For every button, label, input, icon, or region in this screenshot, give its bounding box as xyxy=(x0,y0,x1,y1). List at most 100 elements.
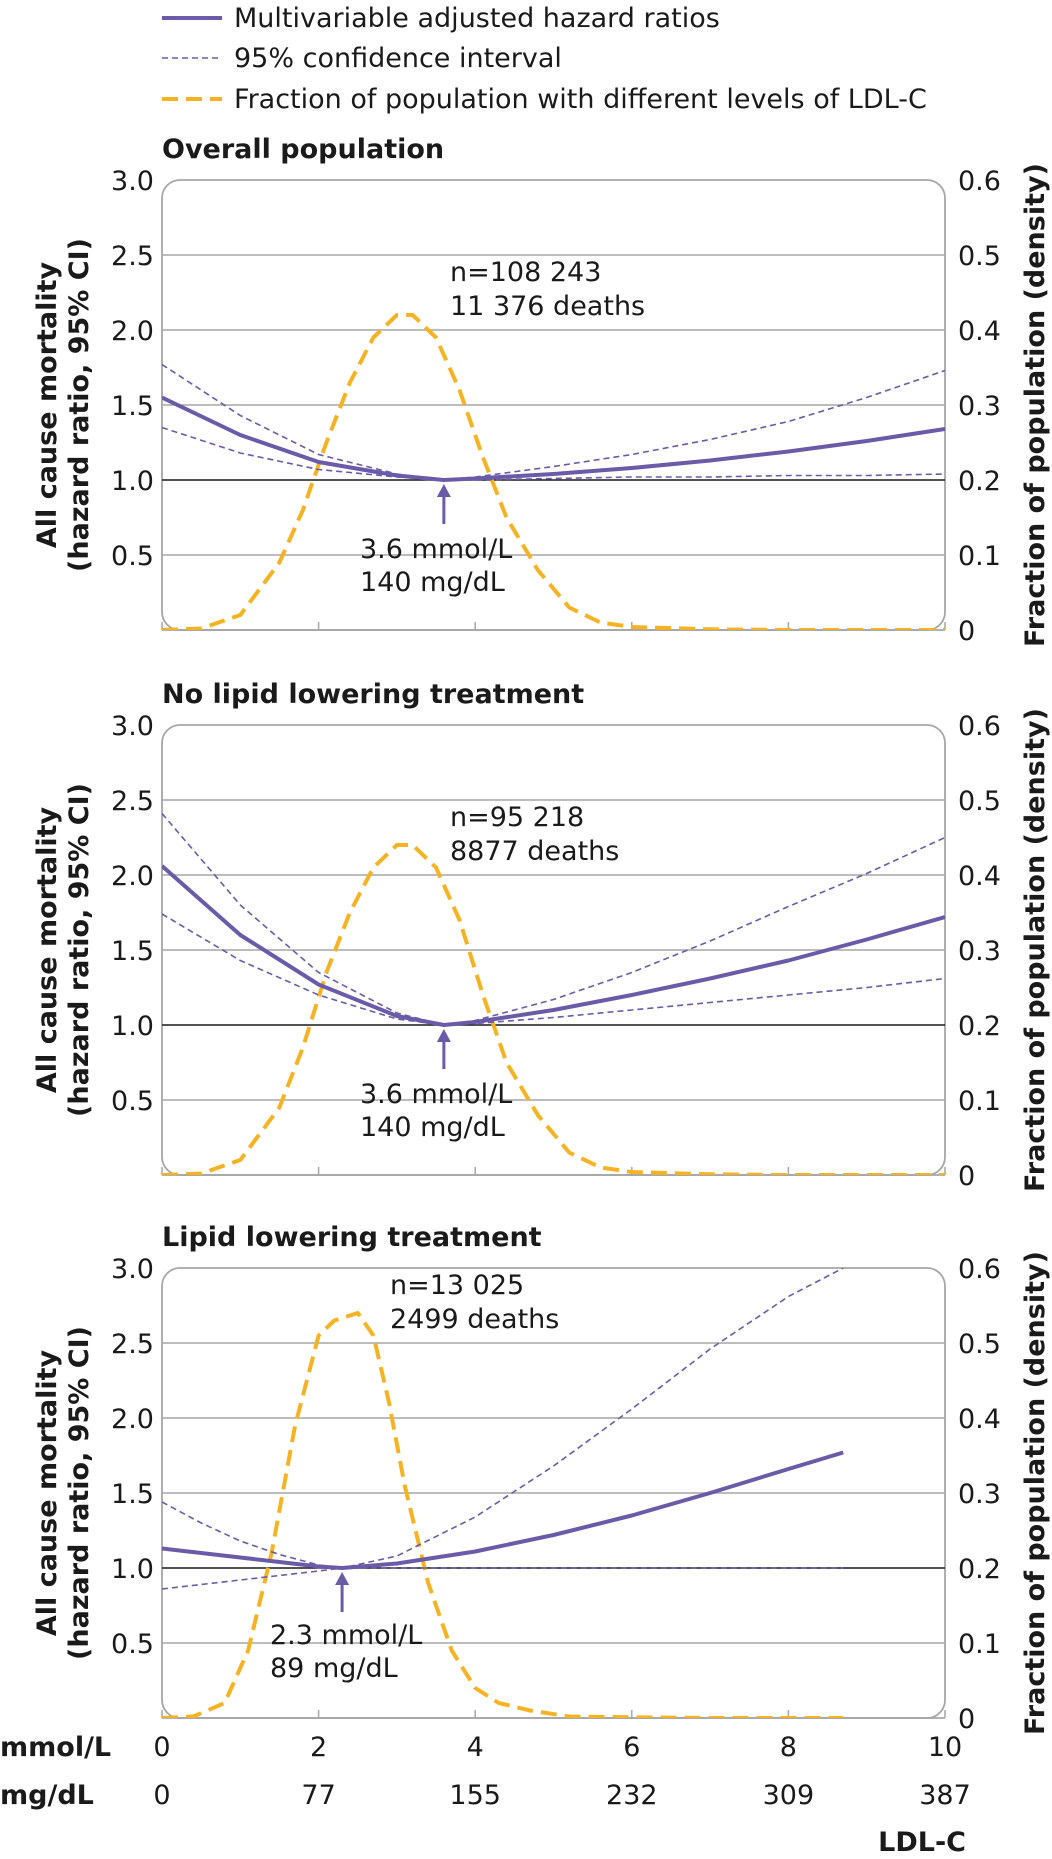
legend-hr-label: Multivariable adjusted hazard ratios xyxy=(234,3,720,34)
left-tick-label: 1.5 xyxy=(111,391,154,422)
hazard-ratio-line xyxy=(162,1450,844,1570)
right-tick-label: 0.1 xyxy=(958,541,1001,572)
x-tick-label-mmol: 0 xyxy=(153,1732,170,1763)
right-tick-label: 0.3 xyxy=(958,391,1001,422)
deaths-note: 11 376 deaths xyxy=(450,291,645,322)
left-tick-label: 1.0 xyxy=(111,1554,154,1585)
left-tick-label: 1.0 xyxy=(111,1011,154,1042)
left-axis-title-line2: (hazard ratio, 95% CI) xyxy=(64,238,95,572)
hazard-ratio-line xyxy=(162,395,945,482)
left-axis-title-line2: (hazard ratio, 95% CI) xyxy=(64,1326,95,1660)
left-axis-title-line1: All cause mortality xyxy=(32,807,63,1094)
deaths-note: 8877 deaths xyxy=(450,836,619,867)
density-curve xyxy=(162,843,945,1175)
x-tick-label-mmol: 4 xyxy=(467,1732,484,1763)
x-axis-title: LDL-C xyxy=(878,1827,966,1858)
left-tick-label: 2.5 xyxy=(111,241,154,272)
left-tick-label: 2.0 xyxy=(111,1404,154,1435)
left-tick-label: 2.5 xyxy=(111,1329,154,1360)
nadir-value-mgdl: 89 mg/dL xyxy=(270,1653,398,1684)
left-axis-title: All cause mortality(hazard ratio, 95% CI… xyxy=(32,1326,95,1660)
right-tick-label: 0.1 xyxy=(958,1629,1001,1660)
right-tick-label: 0.5 xyxy=(958,786,1001,817)
right-tick-label: 0.4 xyxy=(958,316,1001,347)
right-tick-label: 0 xyxy=(958,616,975,647)
x-axis-labels: mmol/L mg/dL 0 0 2 77 4 155 6 232 8 309 10 387 LDL-… xyxy=(0,1732,971,1858)
panel-2: No lipid lowering treatment 3.0 2.5 2.0 1.5 1… xyxy=(32,679,1051,1192)
right-axis-title: Fraction of population (density) xyxy=(1020,708,1051,1192)
panel-title: Lipid lowering treatment xyxy=(162,1222,542,1253)
nadir-arrow-head xyxy=(436,1029,451,1042)
right-tick-label: 0 xyxy=(958,1161,975,1192)
left-tick-label: 0.5 xyxy=(111,541,154,572)
panel-title: Overall population xyxy=(162,134,444,165)
x-tick-labels: 0 0 2 77 4 155 6 232 8 309 10 387 xyxy=(153,1732,970,1811)
sample-size-note: n=108 243 xyxy=(450,257,601,288)
right-tick-label: 0.6 xyxy=(958,711,1001,742)
right-axis-title: Fraction of population (density) xyxy=(1020,1251,1051,1735)
x-tick-label-mgdl: 77 xyxy=(301,1780,335,1811)
right-axis-title: Fraction of population (density) xyxy=(1020,163,1051,647)
x-tick-label-mgdl: 387 xyxy=(919,1780,971,1811)
left-tick-label: 3.0 xyxy=(111,1254,154,1285)
right-tick-label: 0.4 xyxy=(958,1404,1001,1435)
right-tick-label: 0.2 xyxy=(958,1011,1001,1042)
sample-size-note: n=13 025 xyxy=(390,1270,524,1301)
right-tick-label: 0.5 xyxy=(958,241,1001,272)
sample-size-note: n=95 218 xyxy=(450,802,584,833)
left-axis-title-line1: All cause mortality xyxy=(32,262,63,549)
legend: Multivariable adjusted hazard ratios 95%… xyxy=(162,3,927,115)
left-tick-label: 2.5 xyxy=(111,786,154,817)
x-tick-label-mmol: 6 xyxy=(623,1732,640,1763)
left-tick-label: 3.0 xyxy=(111,711,154,742)
density-curve xyxy=(162,1311,844,1718)
panel-title: No lipid lowering treatment xyxy=(162,679,584,710)
x-unit-mgdl: mg/dL xyxy=(0,1780,94,1811)
panels: Overall population 3.0 2.5 2.0 1.5 1.0 0.5 0.6 0… xyxy=(32,134,1051,1735)
left-tick-label: 2.0 xyxy=(111,861,154,892)
left-tick-label: 1.5 xyxy=(111,936,154,967)
right-tick-label: 0.4 xyxy=(958,861,1001,892)
x-tick-label-mgdl: 232 xyxy=(606,1780,658,1811)
x-tick-label-mgdl: 0 xyxy=(153,1780,170,1811)
right-tick-label: 0.3 xyxy=(958,936,1001,967)
nadir-value-mmol: 3.6 mmol/L xyxy=(360,534,512,565)
nadir-value-mgdl: 140 mg/dL xyxy=(360,567,505,598)
right-tick-label: 0.6 xyxy=(958,166,1001,197)
ci-lower-line xyxy=(162,426,945,481)
right-tick-label: 0.3 xyxy=(958,1479,1001,1510)
left-axis-title: All cause mortality(hazard ratio, 95% CI… xyxy=(32,783,95,1117)
panel-1: Overall population 3.0 2.5 2.0 1.5 1.0 0.5 0.6 0… xyxy=(32,134,1051,647)
ci-upper-line xyxy=(162,1268,844,1569)
x-unit-mmol: mmol/L xyxy=(0,1732,111,1763)
left-tick-label: 1.0 xyxy=(111,466,154,497)
deaths-note: 2499 deaths xyxy=(390,1304,559,1335)
left-axis-title-line2: (hazard ratio, 95% CI) xyxy=(64,783,95,1117)
left-tick-label: 0.5 xyxy=(111,1086,154,1117)
right-tick-label: 0 xyxy=(958,1704,975,1735)
nadir-arrow-head xyxy=(335,1572,350,1585)
left-axis-title-line1: All cause mortality xyxy=(32,1350,63,1637)
density-curve xyxy=(162,313,945,630)
x-tick-label-mmol: 10 xyxy=(928,1732,962,1763)
right-tick-label: 0.1 xyxy=(958,1086,1001,1117)
panel-3: Lipid lowering treatment 3.0 2.5 2.0 1.5 1.0 0… xyxy=(32,1222,1051,1735)
ci-upper-line xyxy=(162,363,945,481)
right-tick-label: 0.2 xyxy=(958,466,1001,497)
left-tick-label: 2.0 xyxy=(111,316,154,347)
x-tick-label-mgdl: 155 xyxy=(449,1780,501,1811)
hazard-ratio-line xyxy=(162,864,945,1027)
right-tick-label: 0.6 xyxy=(958,1254,1001,1285)
ci-lower-line xyxy=(162,913,945,1026)
nadir-value-mmol: 2.3 mmol/L xyxy=(270,1620,422,1651)
left-tick-label: 1.5 xyxy=(111,1479,154,1510)
nadir-arrow-head xyxy=(436,484,451,497)
left-tick-label: 0.5 xyxy=(111,1629,154,1660)
x-tick-label-mmol: 2 xyxy=(310,1732,327,1763)
left-tick-label: 3.0 xyxy=(111,166,154,197)
left-axis-title: All cause mortality(hazard ratio, 95% CI… xyxy=(32,238,95,572)
x-tick-label-mmol: 8 xyxy=(780,1732,797,1763)
nadir-value-mmol: 3.6 mmol/L xyxy=(360,1079,512,1110)
nadir-value-mgdl: 140 mg/dL xyxy=(360,1112,505,1143)
